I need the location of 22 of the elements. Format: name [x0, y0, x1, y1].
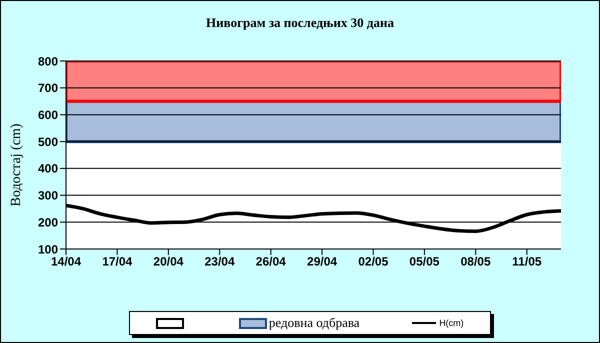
x-tick-label: 02/05: [358, 254, 389, 269]
x-tick-label: 08/05: [460, 254, 491, 269]
y-tick-label: 200: [38, 215, 58, 230]
y-tick-label: 600: [38, 108, 58, 122]
x-tick-label: 11/05: [512, 254, 542, 269]
y-tick-label: 700: [38, 81, 58, 96]
x-tick-label: 29/04: [307, 254, 338, 269]
legend-label: редовна одбрава: [268, 315, 360, 331]
x-tick-label: 14/04: [50, 254, 82, 269]
y-tick-label: 500: [38, 134, 58, 149]
x-tick-label: 05/05: [409, 254, 440, 269]
y-tick-label: 300: [38, 188, 58, 203]
y-tick-label: 400: [38, 162, 58, 176]
legend-label: H(cm): [438, 318, 464, 328]
x-tick-label: 26/04: [256, 254, 286, 269]
x-tick-label: 23/04: [204, 254, 235, 269]
chart-title: Нивограм за последњих 30 дана: [205, 15, 395, 31]
y-axis-title: Водостај (cm): [9, 124, 25, 206]
y-tick-label: 100: [38, 242, 58, 256]
x-tick-label: 20/04: [153, 254, 184, 269]
y-tick-label: 800: [38, 54, 58, 68]
x-tick-label: 17/04: [102, 254, 133, 269]
